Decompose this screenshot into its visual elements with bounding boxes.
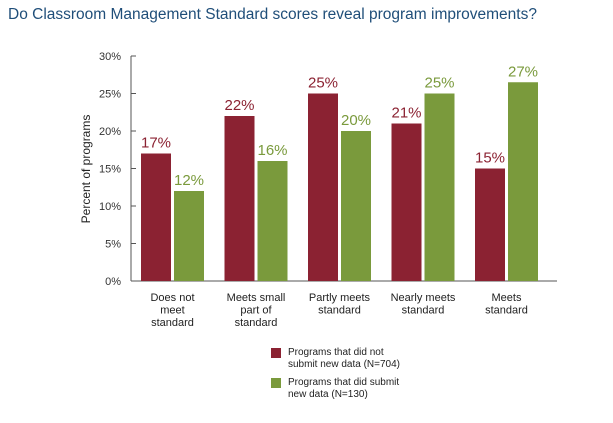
x-tick-label-partly-meets-line2: standard: [318, 305, 361, 317]
y-tick-label-10: 10%: [99, 201, 121, 213]
x-tick-label-partly-meets-line1: Partly meets: [309, 292, 371, 304]
bar-partly-meets-series-2: [341, 131, 371, 281]
data-label-meets-small-part-series-1: 22%: [224, 97, 254, 114]
legend-label-did-not-submit-line2: submit new data (N=704): [288, 359, 401, 370]
bar-nearly-meets-series-2: [424, 93, 455, 281]
data-label-nearly-meets-series-1: 21%: [391, 105, 421, 122]
y-tick-label-25: 25%: [99, 89, 121, 101]
x-tick-label-nearly-meets-line1: Nearly meets: [391, 292, 456, 304]
data-label-nearly-meets-series-2: 25%: [424, 75, 454, 92]
chart-title: Do Classroom Management Standard scores …: [8, 6, 537, 23]
x-tick-label-meets-line2: standard: [485, 305, 528, 317]
x-tick-label-meets-small-part-line1: Meets small: [227, 292, 286, 304]
legend-label-did-submit-line1: Programs that did submit: [288, 377, 400, 388]
bar-meets-series-1: [475, 168, 505, 281]
bar-meets-small-part-series-2: [257, 161, 288, 281]
legend-swatch-did-not-submit: [271, 348, 281, 358]
y-tick-label-15: 15%: [99, 164, 121, 176]
data-label-meets-small-part-series-2: 16%: [257, 142, 287, 159]
bar-meets-series-2: [508, 82, 538, 281]
legend-swatch-did-submit: [271, 378, 281, 388]
data-label-does-not-meet-series-2: 12%: [174, 172, 204, 189]
data-label-does-not-meet-series-1: 17%: [141, 135, 171, 152]
x-tick-label-does-not-meet-line3: standard: [151, 317, 194, 329]
bar-nearly-meets-series-1: [391, 123, 422, 281]
y-tick-label-30: 30%: [99, 51, 121, 63]
y-axis-label: Percent of programs: [79, 115, 93, 224]
data-label-meets-series-2: 27%: [508, 63, 538, 80]
x-tick-label-meets-line1: Meets: [492, 292, 522, 304]
data-label-partly-meets-series-2: 20%: [341, 112, 371, 129]
bar-partly-meets-series-1: [308, 93, 338, 281]
y-tick-label-5: 5%: [105, 239, 121, 251]
legend-item-did-not-submit: Programs that did not submit new data (N…: [271, 347, 438, 371]
x-tick-label-meets-small-part-line3: standard: [235, 317, 278, 329]
x-tick-label-does-not-meet-line2: meet: [160, 305, 184, 317]
x-tick-label-does-not-meet-line1: Does not: [150, 292, 194, 304]
legend-label-did-submit-line2: new data (N=130): [288, 389, 368, 400]
chart-legend: Programs that did not submit new data (N…: [271, 347, 471, 407]
bar-meets-small-part-series-1: [224, 116, 255, 281]
bar-does-not-meet-series-2: [174, 191, 204, 281]
y-tick-label-20: 20%: [99, 126, 121, 138]
legend-item-did-submit: Programs that did submit new data (N=130…: [271, 377, 438, 401]
x-tick-label-nearly-meets-line2: standard: [402, 305, 445, 317]
data-label-partly-meets-series-1: 25%: [308, 75, 338, 92]
y-tick-label-0: 0%: [105, 276, 121, 288]
x-tick-label-meets-small-part-line2: part of: [240, 305, 272, 317]
data-label-meets-series-1: 15%: [475, 150, 505, 167]
bar-does-not-meet-series-1: [141, 153, 171, 281]
legend-label-did-not-submit-line1: Programs that did not: [288, 347, 384, 358]
